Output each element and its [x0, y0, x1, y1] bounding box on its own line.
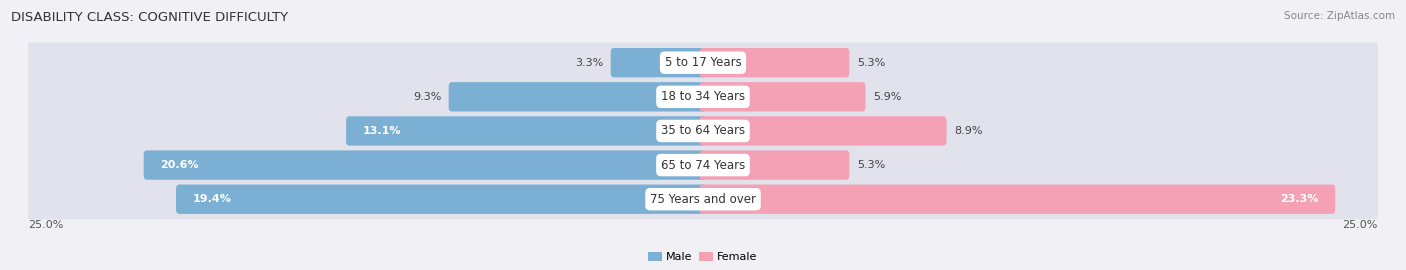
Text: 3.3%: 3.3% [575, 58, 603, 68]
Text: 5.3%: 5.3% [856, 160, 886, 170]
FancyBboxPatch shape [25, 77, 1381, 117]
FancyBboxPatch shape [143, 150, 706, 180]
Text: 5 to 17 Years: 5 to 17 Years [665, 56, 741, 69]
Text: Source: ZipAtlas.com: Source: ZipAtlas.com [1284, 11, 1395, 21]
FancyBboxPatch shape [449, 82, 706, 112]
Text: 35 to 64 Years: 35 to 64 Years [661, 124, 745, 137]
FancyBboxPatch shape [610, 48, 706, 77]
FancyBboxPatch shape [700, 150, 849, 180]
Text: 65 to 74 Years: 65 to 74 Years [661, 158, 745, 171]
Text: 8.9%: 8.9% [955, 126, 983, 136]
FancyBboxPatch shape [700, 116, 946, 146]
FancyBboxPatch shape [700, 82, 866, 112]
Text: 75 Years and over: 75 Years and over [650, 193, 756, 206]
Text: 20.6%: 20.6% [160, 160, 200, 170]
FancyBboxPatch shape [25, 111, 1381, 151]
FancyBboxPatch shape [176, 184, 706, 214]
Text: 5.9%: 5.9% [873, 92, 901, 102]
Text: DISABILITY CLASS: COGNITIVE DIFFICULTY: DISABILITY CLASS: COGNITIVE DIFFICULTY [11, 11, 288, 24]
FancyBboxPatch shape [25, 145, 1381, 185]
Text: 25.0%: 25.0% [1343, 220, 1378, 230]
FancyBboxPatch shape [700, 48, 849, 77]
Text: 25.0%: 25.0% [28, 220, 63, 230]
FancyBboxPatch shape [346, 116, 706, 146]
Text: 19.4%: 19.4% [193, 194, 232, 204]
FancyBboxPatch shape [700, 184, 1336, 214]
Text: 9.3%: 9.3% [413, 92, 441, 102]
Text: 23.3%: 23.3% [1279, 194, 1319, 204]
FancyBboxPatch shape [25, 179, 1381, 219]
Text: 5.3%: 5.3% [856, 58, 886, 68]
Text: 18 to 34 Years: 18 to 34 Years [661, 90, 745, 103]
FancyBboxPatch shape [25, 43, 1381, 83]
Text: 13.1%: 13.1% [363, 126, 401, 136]
Legend: Male, Female: Male, Female [644, 247, 762, 266]
